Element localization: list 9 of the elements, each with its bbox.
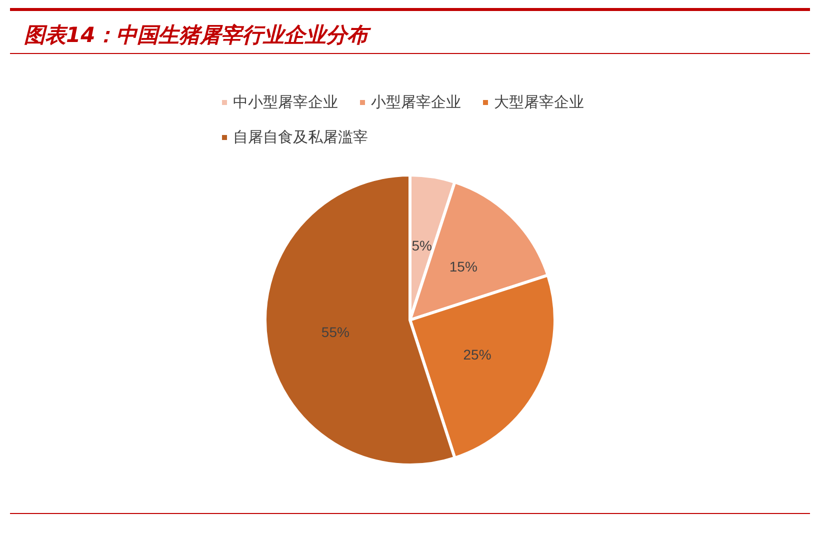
- legend-label: 小型屠宰企业: [371, 94, 461, 111]
- data-label: 25%: [463, 346, 492, 362]
- data-label: 5%: [412, 237, 432, 254]
- data-label: 15%: [449, 258, 478, 275]
- legend-label: 大型屠宰企业: [494, 94, 584, 111]
- chart-title: 图表14：中国生猪屠宰行业企业分布: [10, 8, 810, 54]
- legend-label: 中小型屠宰企业: [233, 94, 338, 111]
- data-label: 55%: [321, 324, 350, 340]
- legend-label: 自屠自食及私屠滥宰: [233, 129, 368, 146]
